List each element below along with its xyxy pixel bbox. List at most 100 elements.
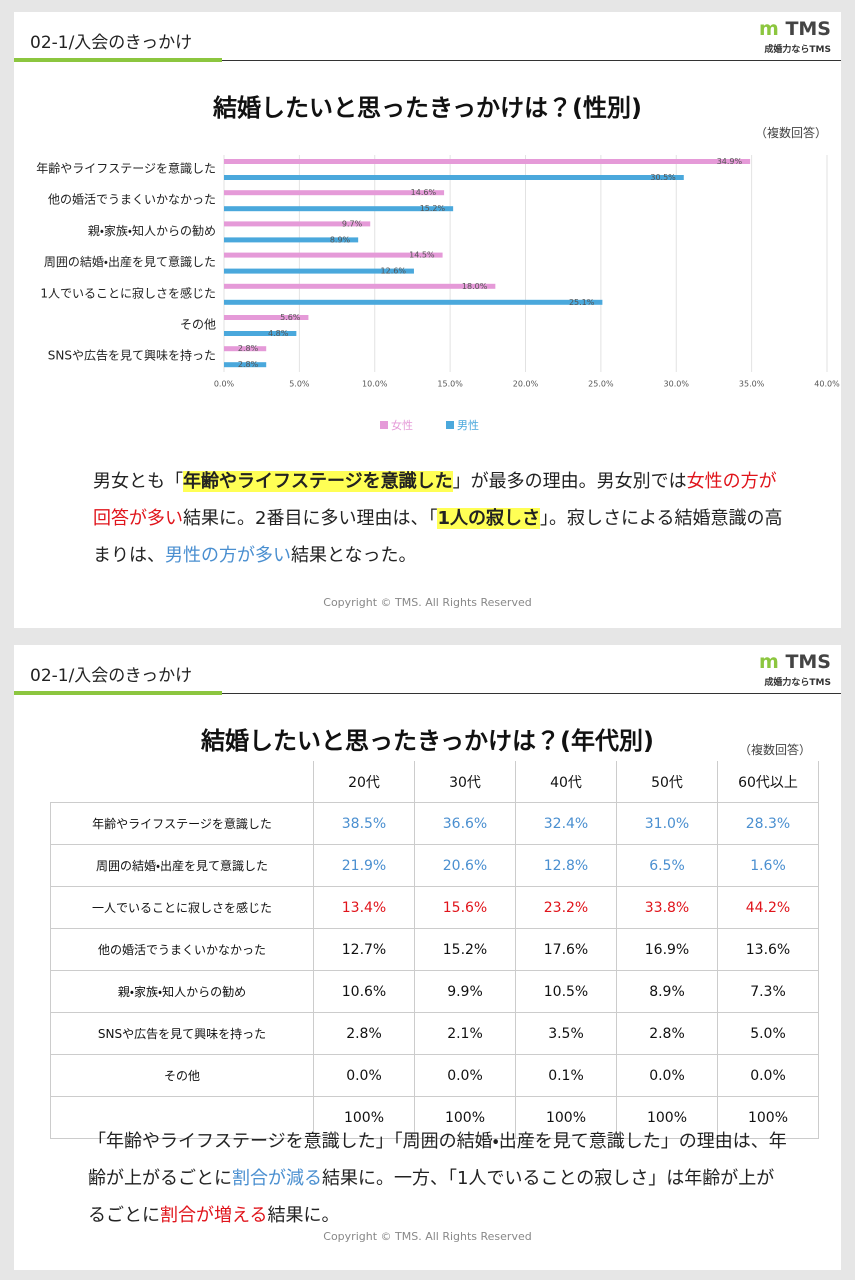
cell: 38.5% xyxy=(313,802,415,845)
cell: 44.2% xyxy=(717,886,819,929)
summary: 「年齢やライフステージを意識した」「周囲の結婚・出産を見て意識した」の理由は、年… xyxy=(88,1123,788,1234)
text-run: 結果に。一方、「1人でいることの寂しさ」は年齢が上がるごとに xyxy=(88,1168,775,1226)
logo: m TMS xyxy=(759,651,831,673)
table-row: 年齢やライフステージを意識した 38.5% 36.6% 32.4% 31.0% 28.3% xyxy=(50,802,819,845)
value-label: 14.5% xyxy=(409,251,435,260)
cell: 5.0% xyxy=(717,1012,819,1055)
text-run: 結果となった。 xyxy=(291,545,417,566)
note: （複数回答） xyxy=(738,743,811,757)
value-label: 8.9% xyxy=(330,235,351,244)
x-tick-label: 40.0% xyxy=(814,380,840,389)
bar xyxy=(224,283,496,289)
cell: 15.2% xyxy=(414,928,516,971)
cell: 12.8% xyxy=(515,844,617,887)
text-run: 割合が増える xyxy=(160,1205,268,1226)
table-row: その他 0.0% 0.0% 0.1% 0.0% 0.0% xyxy=(50,1054,819,1097)
tagline: 成婚力ならTMS xyxy=(764,45,831,55)
cell: 10.5% xyxy=(515,970,617,1013)
cell: 7.3% xyxy=(717,970,819,1013)
table-row: SNSや広告を見て興味を持った 2.8% 2.1% 3.5% 2.8% 5.0% xyxy=(50,1012,819,1055)
row-label: 他の婚活でうまくいかなかった xyxy=(50,928,314,971)
cell: 1.6% xyxy=(717,844,819,887)
cell: 0.0% xyxy=(616,1054,718,1097)
bar xyxy=(224,175,684,180)
table: 20代 30代 40代 50代 60代以上 年齢やライフステージを意識した 38.5% 36.… xyxy=(50,761,819,1139)
y-tick-label: 親・家族・知人からの勧め xyxy=(88,224,216,238)
cell: 32.4% xyxy=(515,802,617,845)
cell: 0.0% xyxy=(717,1054,819,1097)
slide-title: 結婚したいと思ったきっかけは？(性別) xyxy=(213,94,642,122)
x-tick-label: 0.0% xyxy=(214,380,235,389)
x-tick-label: 35.0% xyxy=(739,380,765,389)
x-tick-label: 30.0% xyxy=(664,380,690,389)
y-tick-label: SNSや広告を見て興味を持った xyxy=(48,348,216,363)
text-run: 年齢やライフステージを意識した xyxy=(183,471,453,492)
column-header: 20代 xyxy=(313,761,415,803)
y-tick-label: 他の婚活でうまくいかなかった xyxy=(48,193,216,207)
logo: m TMS xyxy=(759,18,831,40)
bar xyxy=(224,252,443,258)
value-label: 9.7% xyxy=(342,219,363,228)
bar xyxy=(224,346,267,352)
bar xyxy=(224,206,454,212)
text-run: 」が最多の理由。男女別では xyxy=(452,471,687,492)
bar xyxy=(224,159,751,164)
x-tick-label: 15.0% xyxy=(437,380,463,389)
row-label: 年齢やライフステージを意識した xyxy=(50,802,314,845)
value-label: 5.6% xyxy=(280,313,301,322)
y-tick-label: 1人でいることに寂しさを感じた xyxy=(40,285,216,300)
cell: 13.4% xyxy=(313,886,415,929)
text-run: 1人の寂しさ xyxy=(437,508,540,529)
bar xyxy=(224,331,297,336)
bar xyxy=(224,362,267,368)
text-run: 結果に。 xyxy=(267,1205,340,1226)
legend-swatch xyxy=(446,421,454,429)
column-header: 40代 xyxy=(515,761,617,803)
value-label: 15.2% xyxy=(420,204,446,213)
text-run: 女性の方が回答が多い xyxy=(93,471,777,529)
text-run: 割合が減る xyxy=(232,1168,322,1189)
x-tick-label: 5.0% xyxy=(289,380,310,389)
section-label: 02-1/入会のきっかけ xyxy=(30,666,193,686)
accent-line xyxy=(14,691,222,695)
cell: 16.9% xyxy=(616,928,718,971)
column-header: 50代 xyxy=(616,761,718,803)
cell: 10.6% xyxy=(313,970,415,1013)
cell: 36.6% xyxy=(414,802,516,845)
value-label: 25.1% xyxy=(569,298,595,307)
legend-swatch xyxy=(380,421,388,429)
cell: 23.2% xyxy=(515,886,617,929)
cell: 0.1% xyxy=(515,1054,617,1097)
cell: 100% xyxy=(515,1096,617,1139)
cell: 2.8% xyxy=(313,1012,415,1055)
cell: 31.0% xyxy=(616,802,718,845)
text-run: 「年齢やライフステージを意識した」「周囲の結婚・出産を見て意識した」の理由は、年… xyxy=(88,1131,787,1189)
cell: 13.6% xyxy=(717,928,819,971)
cell: 8.9% xyxy=(616,970,718,1013)
cell: 9.9% xyxy=(414,970,516,1013)
legend-label: 女性 xyxy=(391,418,413,432)
tagline: 成婚力ならTMS xyxy=(764,678,831,688)
table-row: 周囲の結婚・出産を見て意識した 21.9% 20.6% 12.8% 6.5% 1.6% xyxy=(50,844,819,887)
cell: 17.6% xyxy=(515,928,617,971)
row-label: SNSや広告を見て興味を持った xyxy=(50,1012,314,1055)
value-label: 2.8% xyxy=(238,344,259,353)
row-label: 親・家族・知人からの勧め xyxy=(50,970,314,1013)
slide-title: 結婚したいと思ったきっかけは？(年代別) xyxy=(201,727,654,755)
value-label: 2.8% xyxy=(238,360,259,369)
chart: 0.0% 5.0% 10.0% 15.0% 20.0% 25.0% 30.0% 35.0% 40… xyxy=(36,155,840,432)
logo-text: TMS xyxy=(785,651,831,673)
bar xyxy=(224,237,359,243)
cell: 12.7% xyxy=(313,928,415,971)
rule xyxy=(222,60,841,61)
value-label: 18.0% xyxy=(462,282,488,291)
table-row: 100% 100% 100% 100% 100% xyxy=(50,1096,819,1139)
text-run: 男性の方が多い xyxy=(165,545,291,566)
cell: 100% xyxy=(313,1096,415,1139)
row-label: 一人でいることに寂しさを感じた xyxy=(50,886,314,929)
column-header: 30代 xyxy=(414,761,516,803)
cell: 2.8% xyxy=(616,1012,718,1055)
cell: 2.1% xyxy=(414,1012,516,1055)
cell: 100% xyxy=(717,1096,819,1139)
